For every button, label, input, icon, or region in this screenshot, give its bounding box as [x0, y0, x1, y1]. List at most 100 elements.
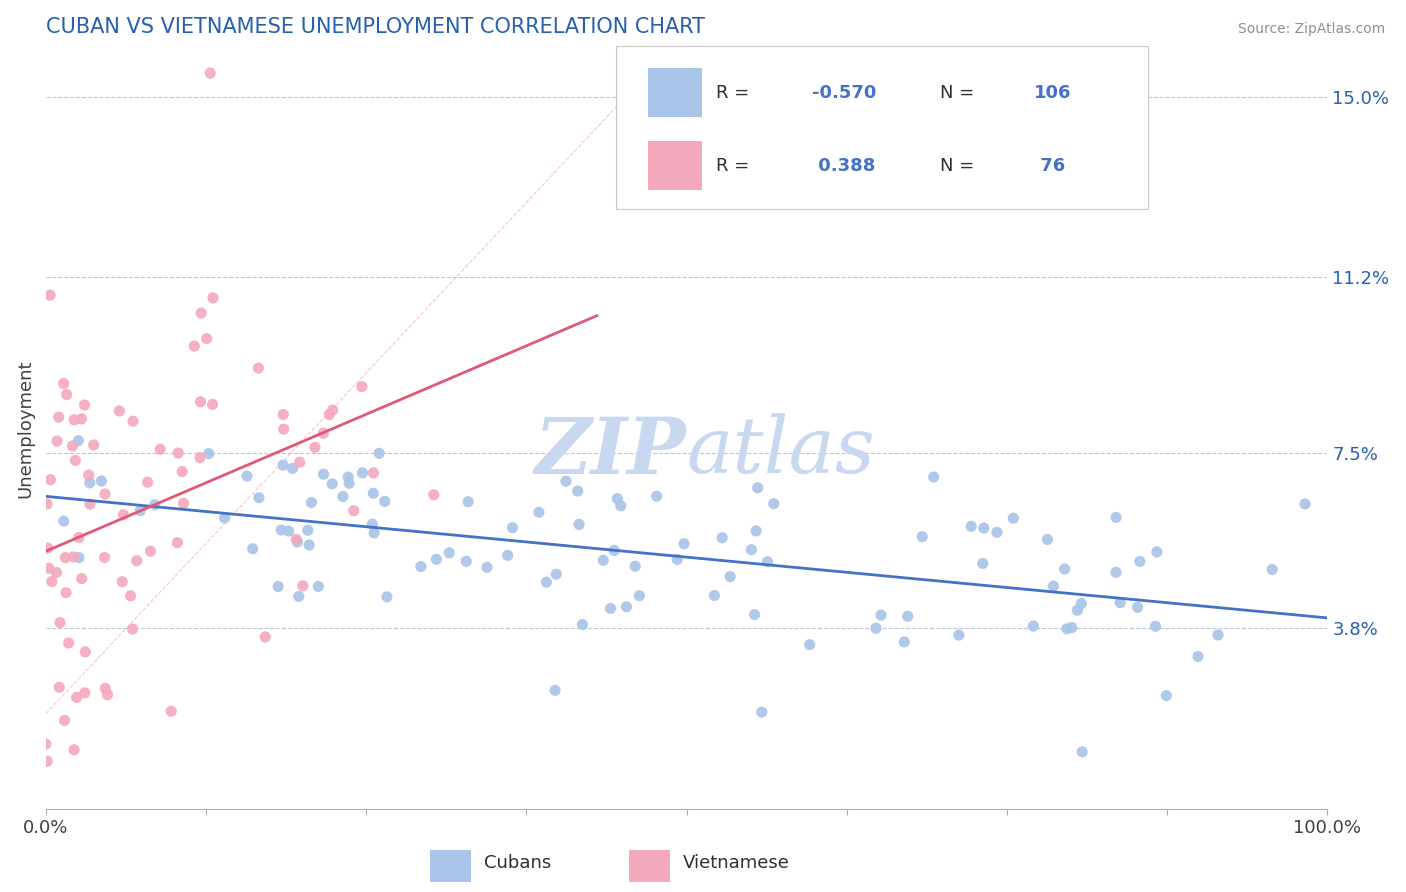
Point — [277, 524, 299, 538]
Point — [287, 535, 309, 549]
Point — [1036, 533, 1059, 547]
Point — [183, 339, 205, 353]
Point — [288, 455, 311, 469]
Point — [63, 743, 86, 757]
Point — [799, 638, 821, 652]
Point — [166, 535, 188, 549]
Point — [67, 531, 90, 545]
Point — [94, 487, 117, 501]
Point — [1060, 621, 1083, 635]
Text: 106: 106 — [1033, 84, 1071, 102]
Point — [546, 567, 568, 582]
FancyBboxPatch shape — [628, 850, 669, 882]
Point — [285, 533, 308, 547]
Point — [350, 379, 373, 393]
Point — [1261, 562, 1284, 576]
Point — [198, 66, 221, 80]
Point — [307, 579, 329, 593]
Text: R =: R = — [716, 84, 749, 102]
Point — [744, 607, 766, 622]
Point — [267, 580, 290, 594]
Point — [922, 470, 945, 484]
Text: Cubans: Cubans — [484, 855, 551, 872]
Point — [195, 332, 218, 346]
Point — [312, 426, 335, 441]
Point — [960, 519, 983, 533]
Point — [527, 505, 550, 519]
Point — [475, 560, 498, 574]
Point — [718, 569, 741, 583]
Text: -0.570: -0.570 — [813, 84, 876, 102]
Point — [361, 517, 384, 532]
Point — [129, 503, 152, 517]
Point — [368, 446, 391, 460]
Point — [271, 458, 294, 472]
Point — [273, 408, 295, 422]
Point — [1187, 649, 1209, 664]
Text: Vietnamese: Vietnamese — [683, 855, 790, 872]
Point — [304, 441, 326, 455]
Point — [536, 575, 558, 590]
Point — [1156, 689, 1178, 703]
Point — [53, 714, 76, 728]
Point — [39, 288, 62, 302]
Point — [55, 387, 77, 401]
Point — [190, 306, 212, 320]
Point — [298, 538, 321, 552]
Point — [48, 680, 70, 694]
Point — [592, 553, 614, 567]
Point — [198, 447, 221, 461]
Point — [35, 497, 58, 511]
Text: CUBAN VS VIETNAMESE UNEMPLOYMENT CORRELATION CHART: CUBAN VS VIETNAMESE UNEMPLOYMENT CORRELA… — [46, 17, 704, 37]
Point — [46, 434, 69, 448]
Point — [363, 466, 385, 480]
Point — [865, 621, 887, 635]
Point — [1022, 619, 1045, 633]
Point — [281, 461, 304, 475]
Point — [645, 489, 668, 503]
Point — [603, 543, 626, 558]
Point — [202, 291, 225, 305]
Text: R =: R = — [716, 156, 749, 175]
Point — [624, 559, 647, 574]
Point — [762, 497, 785, 511]
Point — [1071, 745, 1094, 759]
Point — [1056, 622, 1078, 636]
Point — [1146, 545, 1168, 559]
Point — [1053, 562, 1076, 576]
Point — [242, 541, 264, 556]
Point — [143, 498, 166, 512]
Point — [555, 474, 578, 488]
Point — [1294, 497, 1316, 511]
Point — [139, 544, 162, 558]
Point — [948, 628, 970, 642]
Point — [55, 585, 77, 599]
Point — [75, 645, 97, 659]
Point — [501, 521, 523, 535]
Point — [322, 403, 344, 417]
Point — [214, 511, 236, 525]
Point — [65, 690, 87, 705]
Point — [247, 491, 270, 505]
Point — [1109, 596, 1132, 610]
Point — [201, 397, 224, 411]
Point — [599, 601, 621, 615]
Point — [52, 376, 75, 391]
Point — [409, 559, 432, 574]
Point — [236, 469, 259, 483]
Point — [567, 483, 589, 498]
Point — [77, 468, 100, 483]
Point — [62, 439, 84, 453]
Point — [37, 754, 59, 768]
Point — [41, 574, 63, 589]
Point — [893, 635, 915, 649]
Point — [65, 453, 87, 467]
Point — [1129, 554, 1152, 568]
Point — [456, 554, 478, 568]
Point — [108, 404, 131, 418]
Point — [606, 491, 628, 506]
Point — [38, 561, 60, 575]
Point — [125, 554, 148, 568]
FancyBboxPatch shape — [616, 45, 1147, 209]
Point — [375, 590, 398, 604]
